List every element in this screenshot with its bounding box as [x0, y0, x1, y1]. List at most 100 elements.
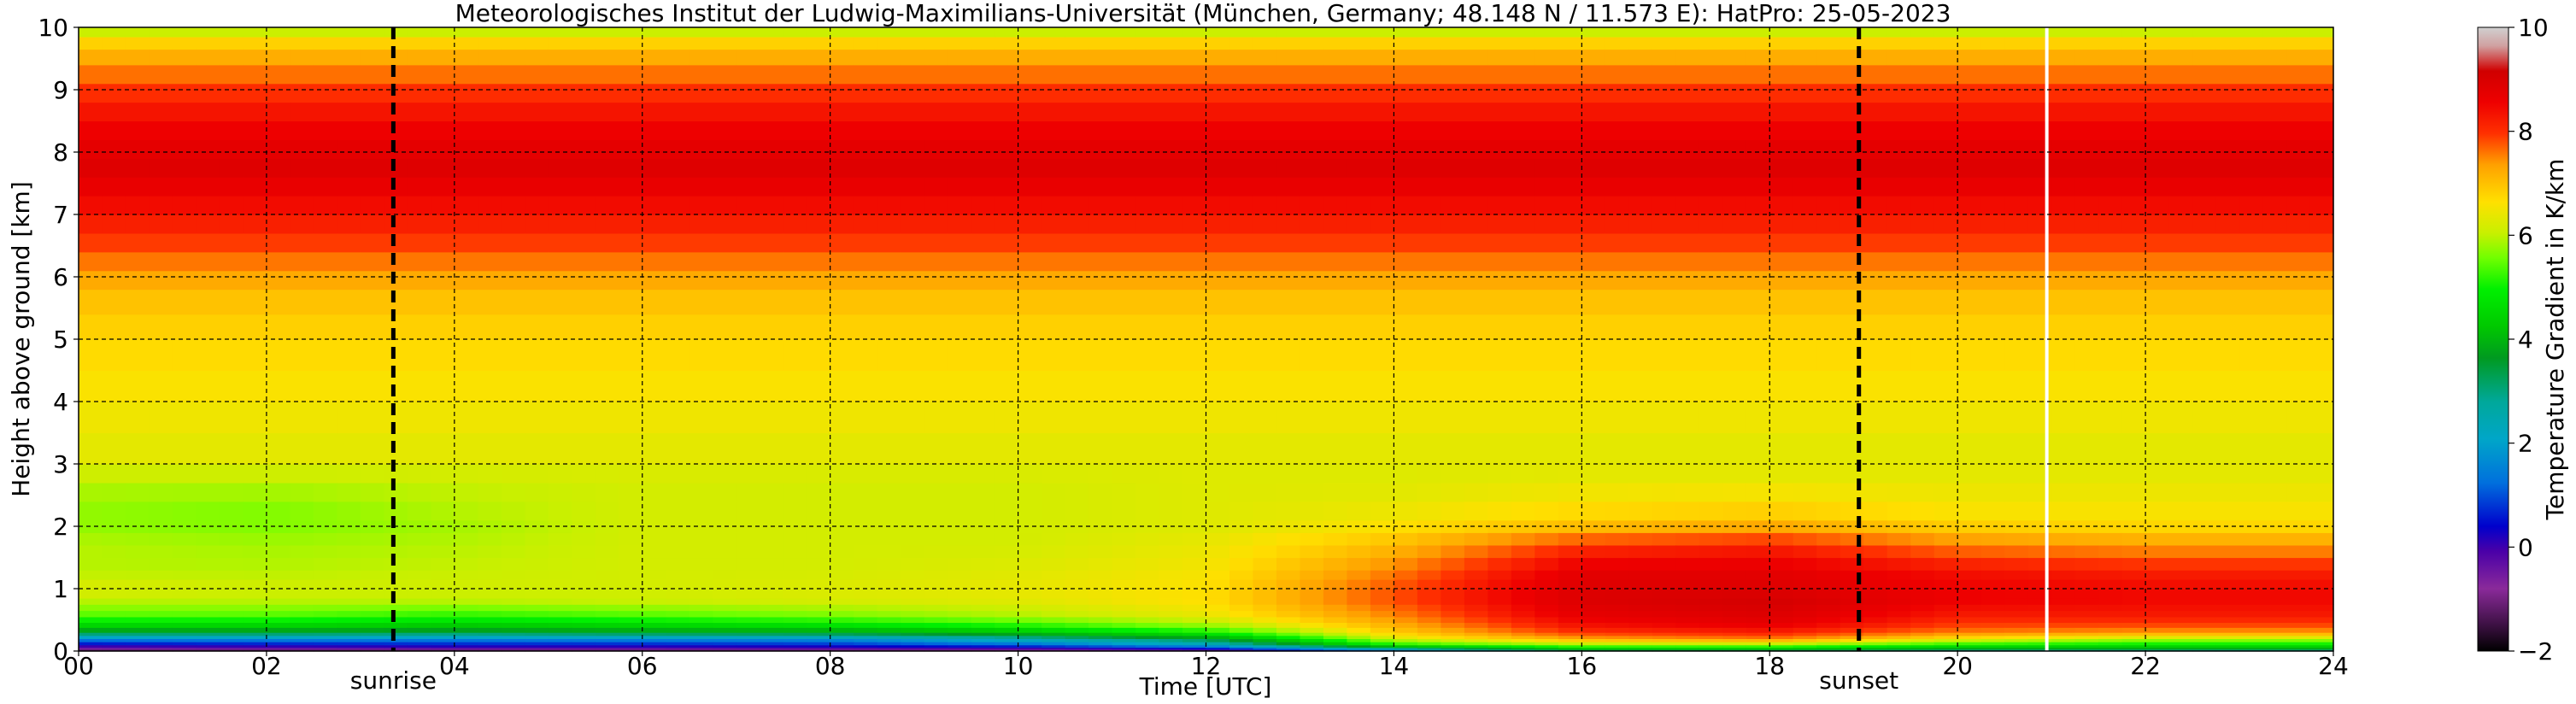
heatmap-cell: [478, 557, 502, 571]
heatmap-cell: [1581, 532, 1606, 546]
heatmap-cell: [1957, 642, 1982, 646]
heatmap-cell: [2309, 339, 2334, 372]
heatmap-cell: [2262, 289, 2287, 315]
heatmap-cell: [1746, 314, 1770, 340]
heatmap-cell: [337, 647, 361, 650]
heatmap-cell: [689, 482, 713, 502]
heatmap-cell: [1558, 314, 1582, 340]
heatmap-cell: [1980, 610, 2005, 618]
heatmap-cell: [1488, 158, 1512, 178]
heatmap-cell: [1300, 232, 1324, 253]
heatmap-cell: [2074, 289, 2099, 315]
heatmap-cell: [2309, 83, 2334, 103]
heatmap-cell: [1135, 289, 1160, 315]
heatmap-cell: [1628, 589, 1653, 599]
heatmap-cell: [924, 589, 948, 599]
heatmap-cell: [337, 83, 361, 103]
heatmap-cell: [689, 49, 713, 66]
heatmap-cell: [1206, 644, 1230, 648]
heatmap-cell: [595, 647, 619, 650]
heatmap-cell: [1675, 120, 1700, 140]
heatmap-cell: [2098, 36, 2123, 50]
heatmap-cell: [172, 102, 197, 122]
heatmap-cell: [125, 402, 150, 434]
heatmap-cell: [125, 616, 150, 624]
heatmap-cell: [1769, 604, 1794, 612]
heatmap-cell: [149, 36, 173, 50]
heatmap-cell: [1581, 610, 1606, 618]
heatmap-cell: [1488, 289, 1512, 315]
heatmap-cell: [572, 570, 596, 580]
heatmap-cell: [1933, 196, 1958, 215]
heatmap-cell: [313, 314, 337, 340]
heatmap-cell: [1276, 27, 1301, 38]
heatmap-cell: [384, 557, 408, 571]
heatmap-cell: [1699, 622, 1723, 628]
heatmap-cell: [572, 604, 596, 612]
heatmap-cell: [1534, 635, 1559, 639]
heatmap-cell: [1253, 36, 1277, 50]
heatmap-cell: [1699, 648, 1723, 652]
heatmap-cell: [454, 610, 478, 618]
heatmap-cell: [1887, 139, 1911, 159]
heatmap-cell: [2098, 270, 2123, 290]
heatmap-cell: [1488, 83, 1512, 103]
heatmap-cell: [1511, 139, 1535, 159]
heatmap-cell: [924, 27, 948, 38]
heatmap-cell: [1300, 610, 1324, 618]
heatmap-cell: [995, 604, 1019, 612]
heatmap-cell: [572, 501, 596, 521]
heatmap-cell: [854, 120, 878, 140]
heatmap-cell: [2051, 532, 2076, 546]
heatmap-cell: [2168, 432, 2193, 465]
heatmap-cell: [1159, 644, 1183, 648]
heatmap-cell: [1957, 638, 1982, 642]
heatmap-cell: [1746, 196, 1770, 215]
heatmap-cell: [1816, 251, 1841, 272]
heatmap-cell: [1957, 402, 1982, 434]
heatmap-cell: [1652, 232, 1676, 253]
heatmap-cell: [783, 648, 807, 652]
heatmap-cell: [1534, 557, 1559, 571]
heatmap-cell: [1300, 102, 1324, 122]
heatmap-cell: [1511, 557, 1535, 571]
heatmap-cell: [2051, 27, 2076, 38]
heatmap-cell: [1699, 570, 1723, 580]
heatmap-cell: [877, 64, 901, 85]
heatmap-cell: [1464, 339, 1488, 372]
heatmap-cell: [2286, 370, 2311, 402]
heatmap-cell: [384, 642, 408, 646]
heatmap-cell: [1887, 64, 1911, 85]
heatmap-cell: [1840, 627, 1864, 633]
heatmap-cell: [2309, 251, 2334, 272]
heatmap-cell: [1488, 139, 1512, 159]
heatmap-cell: [760, 289, 784, 315]
heatmap-cell: [1229, 232, 1254, 253]
heatmap-cell: [1253, 27, 1277, 38]
heatmap-cell: [431, 647, 455, 650]
heatmap-cell: [2286, 196, 2311, 215]
heatmap-cell: [1394, 102, 1418, 122]
heatmap-cell: [2004, 314, 2029, 340]
heatmap-cell: [1088, 597, 1113, 605]
heatmap-cell: [783, 544, 807, 559]
heatmap-cell: [478, 102, 502, 122]
heatmap-cell: [384, 289, 408, 315]
heatmap-cell: [1300, 579, 1324, 590]
heatmap-cell: [196, 532, 220, 546]
heatmap-cell: [1394, 64, 1418, 85]
heatmap-cell: [337, 270, 361, 290]
heatmap-cell: [102, 632, 126, 637]
heatmap-cell: [548, 232, 572, 253]
heatmap-cell: [1347, 627, 1371, 633]
heatmap-cell: [431, 120, 455, 140]
heatmap-cell: [1112, 647, 1136, 650]
heatmap-cell: [1769, 597, 1794, 605]
heatmap-cell: [1135, 544, 1160, 559]
heatmap-cell: [877, 597, 901, 605]
heatmap-cell: [2262, 544, 2287, 559]
heatmap-cell: [1722, 544, 1747, 559]
heatmap-cell: [102, 314, 126, 340]
heatmap-cell: [713, 627, 737, 633]
heatmap-cell: [2286, 177, 2311, 197]
